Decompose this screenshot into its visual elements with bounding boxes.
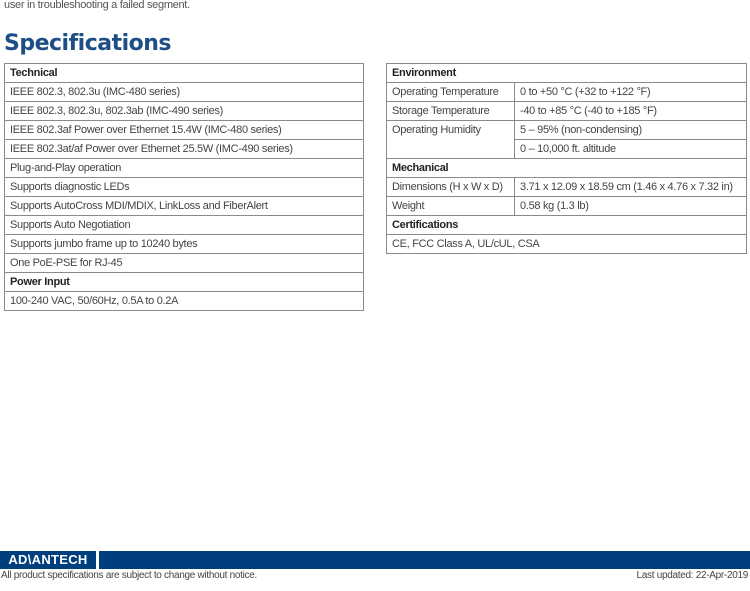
section-header-certifications: Certifications — [386, 215, 747, 235]
spec-cell: IEEE 802.3at/af Power over Ethernet 25.5… — [4, 139, 364, 159]
table-row: Operating Temperature 0 to +50 °C (+32 to… — [386, 82, 747, 102]
table-row: One PoE-PSE for RJ-45 — [4, 253, 364, 273]
intro-text: user in troubleshooting a failed segment… — [4, 0, 190, 11]
footer-disclaimer: All product specifications are subject t… — [1, 570, 257, 581]
spec-cell: Supports AutoCross MDI/MDIX, LinkLoss an… — [4, 196, 364, 216]
spec-cell: 100-240 VAC, 50/60Hz, 0.5A to 0.2A — [4, 291, 364, 311]
spec-cell: Supports diagnostic LEDs — [4, 177, 364, 197]
spec-value: 3.71 x 12.09 x 18.59 cm (1.46 x 4.76 x 7… — [514, 177, 747, 197]
spec-cell: IEEE 802.3af Power over Ethernet 15.4W (… — [4, 120, 364, 140]
spec-cell: IEEE 802.3, 802.3u, 802.3ab (IMC-490 ser… — [4, 101, 364, 121]
table-row: Plug-and-Play operation — [4, 158, 364, 178]
table-row: CE, FCC Class A, UL/cUL, CSA — [386, 234, 747, 254]
table-row: Supports diagnostic LEDs — [4, 177, 364, 197]
spec-key: Weight — [386, 196, 515, 216]
spec-key: Storage Temperature — [386, 101, 515, 121]
table-row: IEEE 802.3af Power over Ethernet 15.4W (… — [4, 120, 364, 140]
section-header-mechanical: Mechanical — [386, 158, 747, 178]
footer-bar — [99, 551, 750, 569]
spec-cell: Plug-and-Play operation — [4, 158, 364, 178]
table-row: Storage Temperature -40 to +85 °C (-40 to… — [386, 101, 747, 121]
table-row: Power Input — [4, 272, 364, 292]
page-title: Specifications — [4, 31, 172, 56]
table-row: IEEE 802.3, 802.3u, 802.3ab (IMC-490 ser… — [4, 101, 364, 121]
spec-value: 5 – 95% (non-condensing) — [514, 120, 747, 140]
spec-cell: IEEE 802.3, 802.3u (IMC-480 series) — [4, 82, 364, 102]
table-row: IEEE 802.3, 802.3u (IMC-480 series) — [4, 82, 364, 102]
advantech-logo: AD\ANTECH — [0, 551, 96, 569]
section-header-technical: Technical — [4, 63, 364, 83]
table-row: 100-240 VAC, 50/60Hz, 0.5A to 0.2A — [4, 291, 364, 311]
spec-value: -40 to +85 °C (-40 to +185 °F) — [514, 101, 747, 121]
table-row: Certifications — [386, 215, 747, 235]
spec-value: 0 – 10,000 ft. altitude — [514, 139, 747, 159]
spec-value: 0.58 kg (1.3 lb) — [514, 196, 747, 216]
table-row: Operating Humidity 5 – 95% (non-condensin… — [386, 120, 747, 159]
spec-cell: Supports jumbo frame up to 10240 bytes — [4, 234, 364, 254]
spec-key: Dimensions (H x W x D) — [386, 177, 515, 197]
spec-cell: Supports Auto Negotiation — [4, 215, 364, 235]
table-row: Supports AutoCross MDI/MDIX, LinkLoss an… — [4, 196, 364, 216]
environment-spec-table: Environment Operating Temperature 0 to +5… — [386, 63, 747, 254]
spec-cell: CE, FCC Class A, UL/cUL, CSA — [386, 234, 747, 254]
spec-value: 0 to +50 °C (+32 to +122 °F) — [514, 82, 747, 102]
table-row: IEEE 802.3at/af Power over Ethernet 25.5… — [4, 139, 364, 159]
last-updated: Last updated: 22-Apr-2019 — [636, 570, 749, 581]
spec-cell: One PoE-PSE for RJ-45 — [4, 253, 364, 273]
table-row: Supports jumbo frame up to 10240 bytes — [4, 234, 364, 254]
technical-spec-table: Technical IEEE 802.3, 802.3u (IMC-480 se… — [4, 63, 364, 311]
table-row: Mechanical — [386, 158, 747, 178]
table-row: Supports Auto Negotiation — [4, 215, 364, 235]
spec-key: Operating Temperature — [386, 82, 515, 102]
table-row: Dimensions (H x W x D) 3.71 x 12.09 x 18.… — [386, 177, 747, 197]
section-header-environment: Environment — [386, 63, 747, 83]
table-row: Environment — [386, 63, 747, 83]
table-row: Weight 0.58 kg (1.3 lb) — [386, 196, 747, 216]
table-row: Technical — [4, 63, 364, 83]
spec-key: Operating Humidity — [386, 120, 515, 159]
section-header-power-input: Power Input — [4, 272, 364, 292]
